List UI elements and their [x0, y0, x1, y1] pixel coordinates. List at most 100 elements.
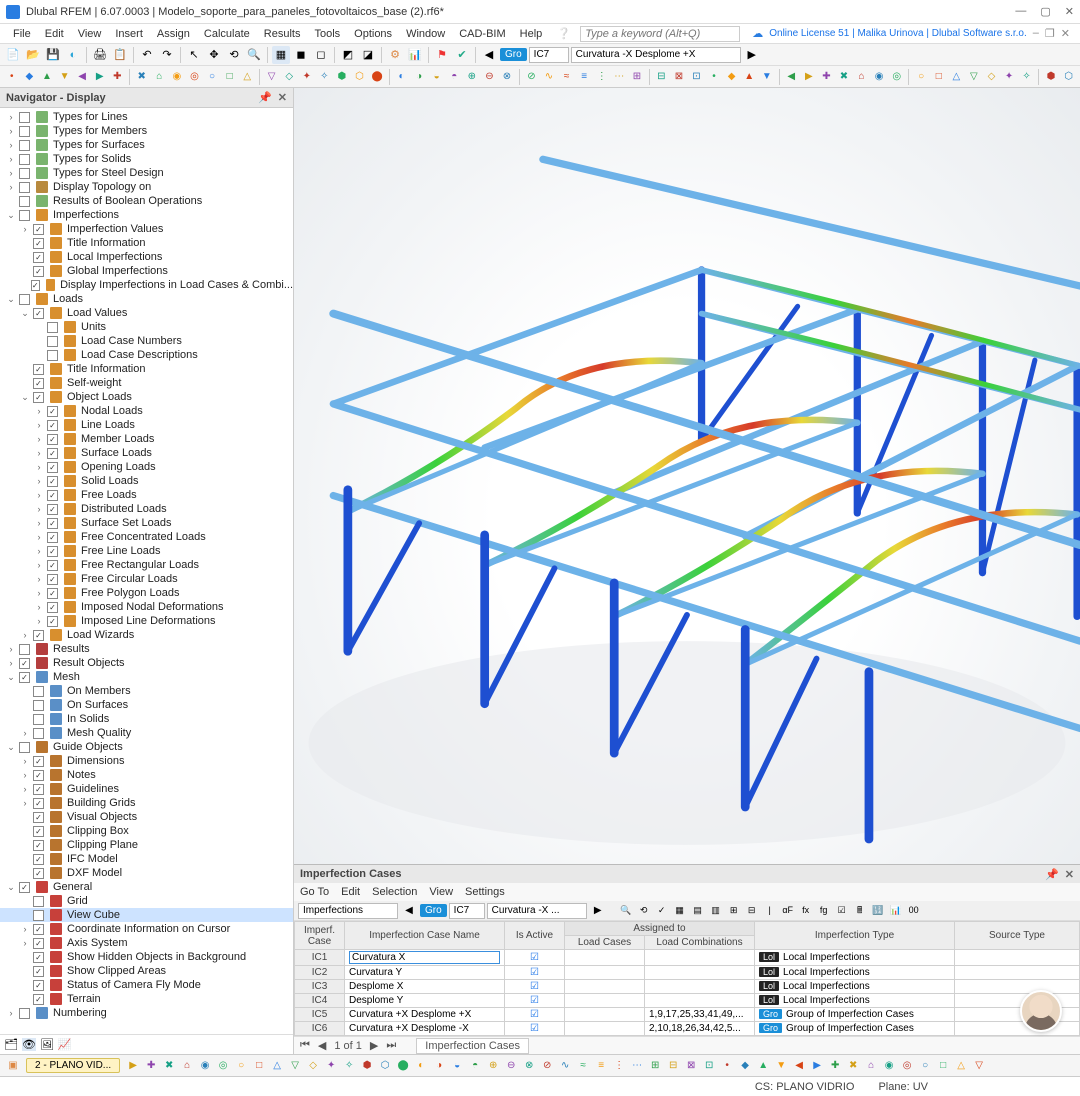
- tree-item[interactable]: Units: [0, 320, 293, 334]
- bottom-tool-18[interactable]: ◒: [448, 1057, 466, 1075]
- bottom-tool-38[interactable]: ▶: [808, 1057, 826, 1075]
- bottom-tool-5[interactable]: ◎: [214, 1057, 232, 1075]
- tool-icon-40[interactable]: ▲: [741, 68, 757, 86]
- nav-tab-data-icon[interactable]: 🗂: [4, 1038, 18, 1051]
- tool-icon-53[interactable]: ◇: [984, 68, 1000, 86]
- imperf-tbtn-14[interactable]: 🔢: [869, 902, 887, 920]
- tree-item[interactable]: ›Free Circular Loads: [0, 572, 293, 586]
- tool-icon-6[interactable]: ✚: [109, 68, 125, 86]
- tool-icon-27[interactable]: ⊗: [499, 68, 515, 86]
- tool-icon-11[interactable]: ○: [204, 68, 220, 86]
- cursor-icon[interactable]: ↖: [185, 46, 203, 64]
- bottom-tool-19[interactable]: ◓: [466, 1057, 484, 1075]
- tree-item[interactable]: ›Opening Loads: [0, 460, 293, 474]
- minimize-button[interactable]: —: [1015, 5, 1026, 18]
- bottom-tool-35[interactable]: ▲: [754, 1057, 772, 1075]
- tool-icon-26[interactable]: ⊖: [482, 68, 498, 86]
- bottom-tool-32[interactable]: ⊡: [700, 1057, 718, 1075]
- imperf-desc-dropdown[interactable]: Curvatura -X ...: [487, 903, 587, 919]
- tree-item[interactable]: ⌄Object Loads: [0, 390, 293, 404]
- tree-item[interactable]: ›Results: [0, 642, 293, 656]
- menu-calculate[interactable]: Calculate: [197, 26, 257, 42]
- help-icon[interactable]: ❔: [557, 27, 571, 40]
- tree-item[interactable]: Grid: [0, 894, 293, 908]
- imperf-tbtn-13[interactable]: 🖩: [851, 902, 869, 920]
- tree-item[interactable]: ›Member Loads: [0, 432, 293, 446]
- tool-icon-48[interactable]: ◎: [889, 68, 905, 86]
- tool-icon-7[interactable]: ✖: [134, 68, 150, 86]
- tree-item[interactable]: Clipping Box: [0, 824, 293, 838]
- tree-item[interactable]: ›Types for Steel Design: [0, 166, 293, 180]
- menu-options[interactable]: Options: [347, 26, 399, 42]
- snap-icon[interactable]: ▣: [4, 1057, 22, 1075]
- bottom-tool-6[interactable]: ○: [232, 1057, 250, 1075]
- tool-icon-18[interactable]: ⬢: [334, 68, 350, 86]
- imperf-tbtn-11[interactable]: fg: [815, 901, 833, 919]
- tree-item[interactable]: ›Types for Lines: [0, 110, 293, 124]
- tree-item[interactable]: ›Surface Set Loads: [0, 516, 293, 530]
- close-button[interactable]: ✕: [1065, 5, 1074, 18]
- bottom-tool-24[interactable]: ∿: [556, 1057, 574, 1075]
- bottom-tool-9[interactable]: ▽: [286, 1057, 304, 1075]
- tree-item[interactable]: ›Load Wizards: [0, 628, 293, 642]
- imperfection-category-dropdown[interactable]: Imperfections: [298, 903, 398, 919]
- tree-item[interactable]: IFC Model: [0, 852, 293, 866]
- maximize-button[interactable]: ▢: [1040, 5, 1050, 18]
- tree-item[interactable]: ›Building Grids: [0, 796, 293, 810]
- plausibility-icon[interactable]: ✔: [453, 46, 471, 64]
- imperf-tbtn-9[interactable]: αF: [779, 901, 797, 919]
- imperf-menu-edit[interactable]: Edit: [341, 886, 360, 898]
- bottom-tool-21[interactable]: ⊖: [502, 1057, 520, 1075]
- tool-icon-39[interactable]: ◆: [724, 68, 740, 86]
- tool-icon-54[interactable]: ✦: [1001, 68, 1017, 86]
- bottom-tool-40[interactable]: ✖: [844, 1057, 862, 1075]
- tool-icon-21[interactable]: ◐: [394, 68, 410, 86]
- bottom-tool-41[interactable]: ⌂: [862, 1057, 880, 1075]
- bottom-tool-29[interactable]: ⊞: [646, 1057, 664, 1075]
- tool-icon-8[interactable]: ⌂: [151, 68, 167, 86]
- tool-icon-34[interactable]: ⊞: [629, 68, 645, 86]
- tool-icon-4[interactable]: ◀: [74, 68, 90, 86]
- navigator-pin-icon[interactable]: 📌: [258, 91, 272, 104]
- tool-icon-13[interactable]: △: [239, 68, 255, 86]
- tree-item[interactable]: ⌄Loads: [0, 292, 293, 306]
- tool-icon-44[interactable]: ✚: [819, 68, 835, 86]
- tool-icon-49[interactable]: ○: [913, 68, 929, 86]
- menu-cad-bim[interactable]: CAD-BIM: [452, 26, 512, 42]
- imperf-tbtn-15[interactable]: 📊: [887, 902, 905, 920]
- tool-icon-5[interactable]: ▶: [92, 68, 108, 86]
- new-icon[interactable]: 📄: [4, 46, 22, 64]
- tree-item[interactable]: Terrain: [0, 992, 293, 1006]
- mdi-restore-button[interactable]: –: [1033, 27, 1039, 40]
- tool-icon-3[interactable]: ▼: [57, 68, 73, 86]
- tool-icon-22[interactable]: ◑: [411, 68, 427, 86]
- imperf-tbtn-16[interactable]: 00: [905, 901, 923, 919]
- tree-item[interactable]: Results of Boolean Operations: [0, 194, 293, 208]
- mdi-max-button[interactable]: ❐: [1045, 27, 1055, 40]
- bottom-tool-22[interactable]: ⊗: [520, 1057, 538, 1075]
- case-desc-dropdown[interactable]: Curvatura -X Desplome +X: [571, 47, 741, 63]
- tree-item[interactable]: On Members: [0, 684, 293, 698]
- report-icon[interactable]: 📋: [111, 46, 129, 64]
- tool-icon-43[interactable]: ▶: [801, 68, 817, 86]
- tree-item[interactable]: On Surfaces: [0, 698, 293, 712]
- cloud-save-icon[interactable]: ◐: [64, 46, 82, 64]
- bottom-tool-46[interactable]: △: [952, 1057, 970, 1075]
- zoom-icon[interactable]: 🔍: [245, 46, 263, 64]
- bottom-tool-33[interactable]: •: [718, 1057, 736, 1075]
- tree-item[interactable]: Show Clipped Areas: [0, 964, 293, 978]
- bottom-tool-4[interactable]: ◉: [196, 1057, 214, 1075]
- case-name-input[interactable]: [349, 951, 500, 964]
- bottom-tool-34[interactable]: ◆: [736, 1057, 754, 1075]
- tree-item[interactable]: ›Free Line Loads: [0, 544, 293, 558]
- nav-tab-results-icon[interactable]: 📈: [58, 1038, 72, 1051]
- menu-window[interactable]: Window: [399, 26, 452, 42]
- menu-insert[interactable]: Insert: [108, 26, 150, 42]
- tree-item[interactable]: ⌄Load Values: [0, 306, 293, 320]
- menu-results[interactable]: Results: [257, 26, 308, 42]
- workplane-tab[interactable]: 2 - PLANO VID...: [26, 1058, 120, 1073]
- model-canvas[interactable]: [294, 88, 1080, 864]
- menu-tools[interactable]: Tools: [307, 26, 347, 42]
- bottom-tool-42[interactable]: ◉: [880, 1057, 898, 1075]
- bottom-tool-11[interactable]: ✦: [322, 1057, 340, 1075]
